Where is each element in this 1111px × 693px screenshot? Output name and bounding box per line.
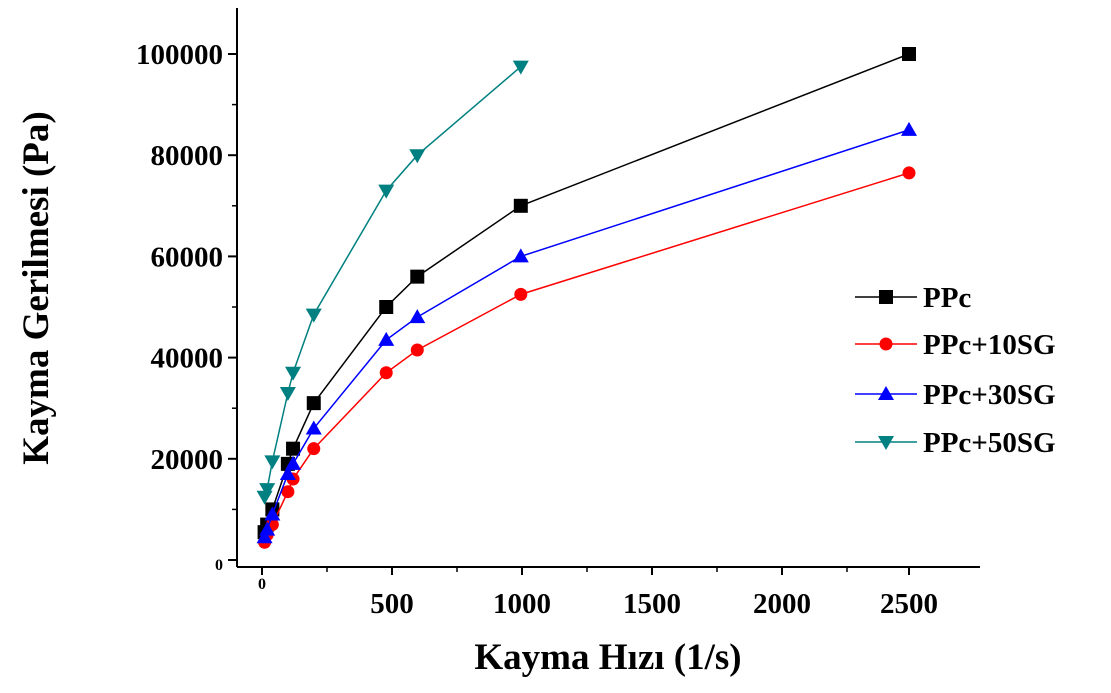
legend-label: PPc+30SG [923, 379, 1056, 411]
legend-item: PPc+10SG [855, 329, 1056, 361]
y-tick-label: 0 [215, 557, 223, 574]
series-3 [256, 121, 917, 544]
x-tick-label: 0 [258, 576, 266, 593]
data-point [306, 396, 321, 411]
data-point [378, 184, 395, 199]
legend-label: PPc+50SG [923, 427, 1056, 459]
data-point [410, 269, 425, 284]
legend-item: PPc+30SG [855, 379, 1056, 411]
data-point [902, 166, 916, 180]
data-point [379, 366, 393, 380]
data-point [281, 485, 295, 499]
series-line [263, 172, 910, 543]
legend-label: PPc [923, 282, 971, 314]
y-tick-label: 20000 [151, 444, 224, 476]
data-point [264, 455, 281, 470]
data-point [902, 47, 916, 61]
data-point [259, 521, 276, 536]
series-2 [258, 166, 916, 549]
data-point [379, 300, 394, 314]
legend-item: PPc+50SG [855, 427, 1056, 459]
data-point [279, 387, 296, 402]
legend-label: PPc+10SG [923, 329, 1056, 361]
x-ticks: 0 500 1000 1500 2000 2500 [258, 567, 938, 620]
data-point [285, 366, 302, 381]
series-4 [256, 60, 529, 505]
y-tick-label: 40000 [151, 343, 224, 375]
data-point [264, 506, 281, 521]
x-tick-label: 1500 [623, 588, 681, 620]
data-point [514, 287, 528, 301]
y-tick-label: 80000 [151, 140, 224, 172]
data-point [259, 483, 276, 498]
data-point [513, 198, 528, 213]
x-tick-label: 500 [370, 588, 414, 620]
series-layer [256, 47, 917, 549]
data-point [512, 60, 529, 75]
y-tick-label: 100000 [136, 39, 223, 71]
data-point [279, 465, 296, 480]
data-point [305, 420, 322, 435]
legend: PPc PPc+10SG PPc+30SG PPc+50SG [855, 282, 1056, 459]
legend-marker [878, 436, 894, 450]
data-point [285, 455, 302, 470]
data-point [256, 529, 273, 544]
data-point [409, 309, 426, 324]
legend-item: PPc [855, 282, 971, 314]
data-point [409, 149, 426, 164]
series-line [263, 129, 910, 538]
x-axis-title: Kayma Hızı (1/s) [474, 637, 741, 678]
series-1 [257, 47, 916, 540]
legend-marker [879, 290, 893, 304]
data-point [307, 442, 321, 456]
data-point [286, 441, 301, 456]
data-point [512, 248, 529, 263]
y-tick-label: 60000 [151, 241, 224, 273]
series-line [263, 53, 910, 533]
data-point [901, 121, 917, 136]
data-point [305, 308, 322, 323]
y-ticks: 0 20000 40000 60000 80000 100000 [136, 39, 237, 574]
legend-marker [878, 386, 894, 400]
plot-area [236, 8, 980, 568]
series-line [263, 66, 522, 497]
data-point [410, 343, 424, 357]
x-tick-label: 2500 [880, 588, 938, 620]
data-point [378, 331, 395, 346]
legend-marker [879, 337, 893, 351]
x-tick-label: 1000 [493, 588, 551, 620]
x-tick-label: 2000 [753, 588, 811, 620]
y-axis-title: Kayma Gerilmesi (Pa) [16, 111, 57, 464]
